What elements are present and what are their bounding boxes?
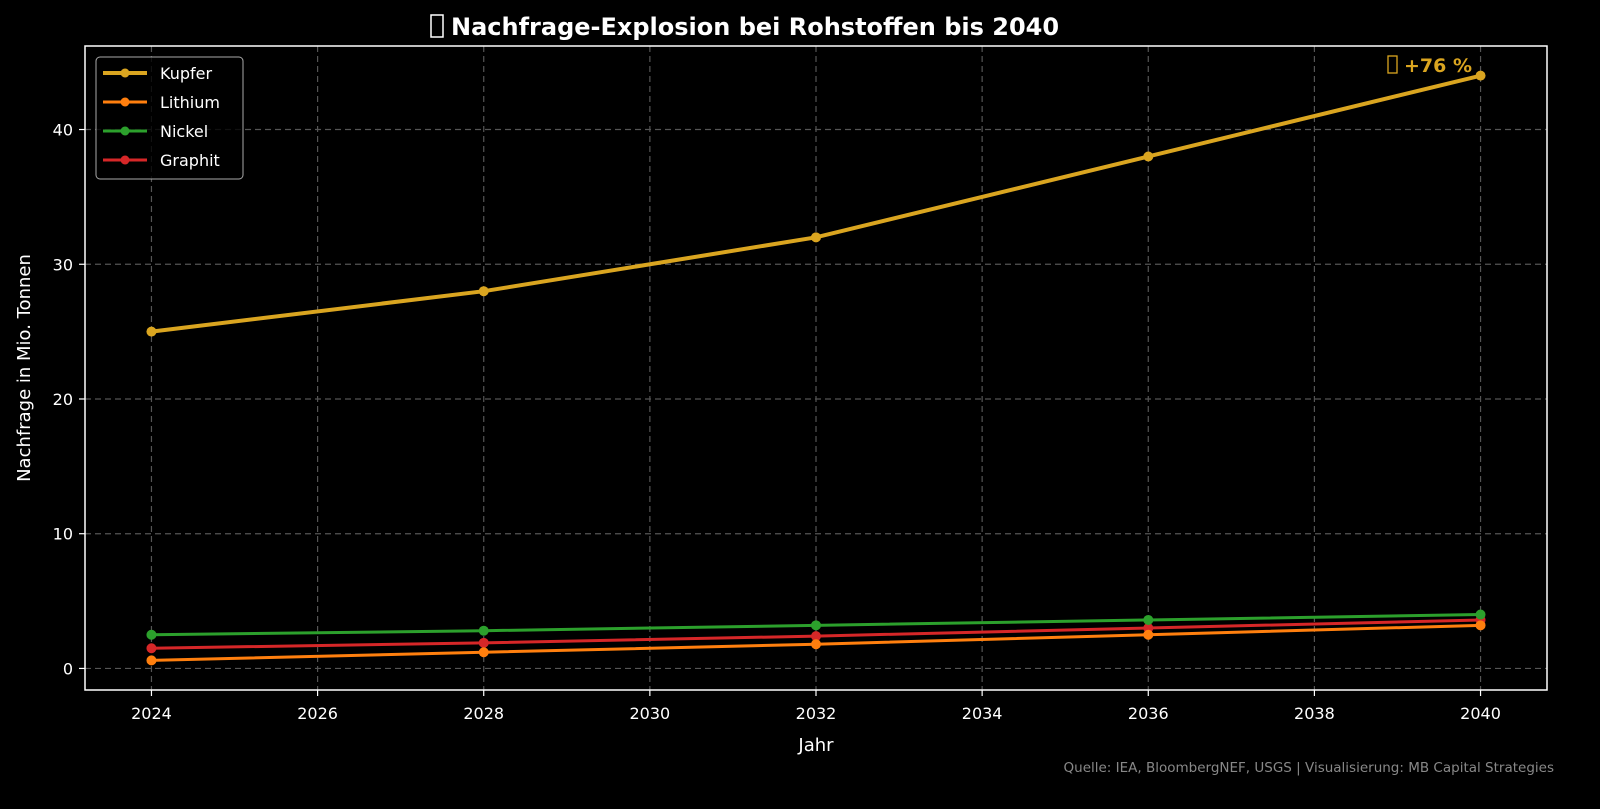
- axes: 2024 2026 2028 2030 2032 2034 2036 2038 20400102…: [53, 121, 1501, 723]
- data-point-kupfer: [811, 232, 821, 243]
- data-point-kupfer: [478, 286, 489, 297]
- x-tick-label: 2036: [1128, 704, 1169, 723]
- grid: [85, 46, 1547, 690]
- data-point-nickel: [146, 629, 157, 640]
- data-point-graphit: [146, 643, 157, 654]
- data-point-kupfer: [1475, 70, 1486, 81]
- data-point-lithium: [146, 655, 157, 666]
- legend-marker: [120, 126, 130, 136]
- data-point-lithium: [1143, 629, 1154, 640]
- legend-label: Nickel: [160, 122, 208, 141]
- data-point-lithium: [478, 647, 489, 658]
- missing-glyph-icon: [1387, 55, 1398, 74]
- annotation: +76 %: [1387, 55, 1472, 77]
- y-axis-label: Nachfrage in Mio. Tonnen: [14, 254, 35, 482]
- data-point-graphit: [811, 631, 821, 642]
- data-point-nickel: [1475, 609, 1486, 620]
- legend-label: Graphit: [160, 151, 220, 170]
- x-tick-label: 2034: [962, 704, 1003, 723]
- legend-box: [95, 56, 244, 180]
- x-tick-label: 2030: [630, 704, 671, 723]
- plot-frame: [84, 45, 1548, 691]
- legend-label: Lithium: [160, 93, 220, 112]
- data-point-nickel: [811, 620, 821, 631]
- legend-marker: [120, 97, 130, 107]
- data-point-lithium: [811, 639, 821, 650]
- missing-glyph-icon: [430, 14, 444, 38]
- chart-title: Nachfrage-Explosion bei Rohstoffen bis 2…: [430, 13, 1059, 41]
- y-tick-label: 20: [53, 390, 73, 409]
- x-tick-label: 2028: [463, 704, 504, 723]
- data-point-graphit: [478, 637, 489, 648]
- y-tick-label: 30: [53, 255, 73, 274]
- data-point-nickel: [1143, 614, 1154, 625]
- x-tick-label: 2040: [1460, 704, 1501, 723]
- legend-label: Kupfer: [160, 64, 212, 83]
- data-point-nickel: [478, 625, 489, 636]
- data-point-lithium: [1475, 620, 1486, 631]
- x-tick-label: 2032: [796, 704, 837, 723]
- annotation-text: +76 %: [1404, 55, 1472, 77]
- x-tick-label: 2024: [131, 704, 172, 723]
- y-tick-label: 40: [53, 121, 73, 140]
- series-line-kupfer: [151, 73, 1482, 334]
- chart-title-text: Nachfrage-Explosion bei Rohstoffen bis 2…: [451, 13, 1059, 41]
- data-point-kupfer: [146, 326, 157, 337]
- y-tick-label: 10: [53, 525, 73, 544]
- y-tick-label: 0: [63, 659, 73, 678]
- legend: Kupfer Lithium Nickel Graphit: [95, 56, 244, 180]
- legend-marker: [120, 68, 130, 78]
- source-note: Quelle: IEA, BloombergNEF, USGS | Visual…: [1064, 760, 1554, 776]
- x-tick-label: 2038: [1294, 704, 1335, 723]
- x-axis-label: Jahr: [797, 735, 834, 756]
- series-group: [146, 70, 1486, 666]
- x-tick-label: 2026: [297, 704, 338, 723]
- legend-marker: [120, 155, 130, 165]
- data-point-kupfer: [1143, 151, 1154, 162]
